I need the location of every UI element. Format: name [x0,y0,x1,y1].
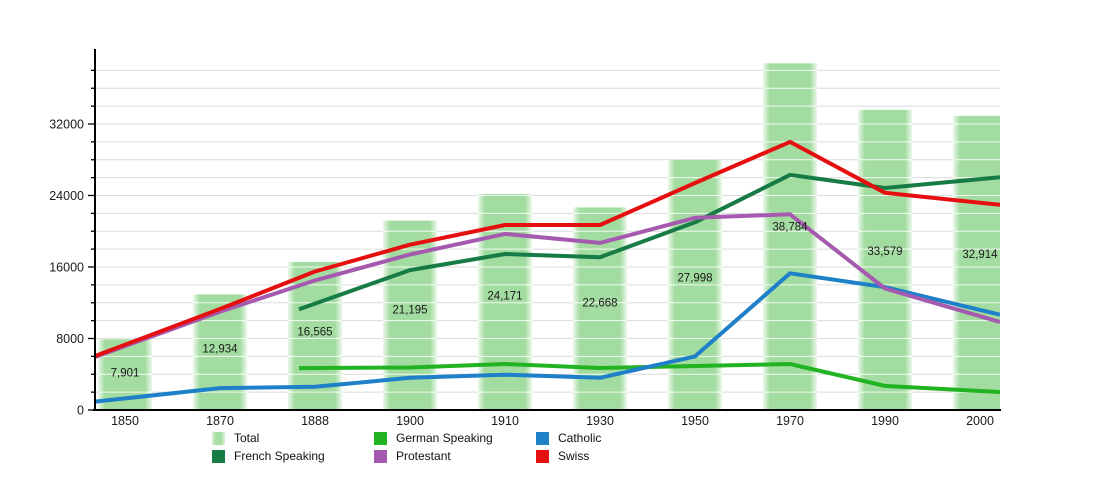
x-tick-label-1970: 1970 [776,414,804,428]
legend-swatch-german-speaking [374,431,387,445]
legend-item-total: Total [212,431,374,445]
legend-swatch-protestant [374,449,387,463]
legend-swatch-swiss [536,449,549,463]
x-axis-labels: 1850 1870 1888 1900 1910 1930 1950 1970 1990 2000 [111,414,994,428]
legend-label-french-speaking: French Speaking [234,449,325,463]
bar-label-1870: 12,934 [202,344,238,356]
line-swiss [95,139,1000,358]
legend-item-protestant: Protestant [374,449,536,463]
legend-swatch-total [212,431,225,445]
legend-item-german-speaking: German Speaking [374,431,536,445]
legend-swatch-french-speaking [212,449,225,463]
legend-item-catholic: Catholic [536,431,686,445]
legend-label-catholic: Catholic [558,431,602,445]
x-tick-label-1990: 1990 [871,414,899,428]
bar-1990 [858,109,912,410]
x-tick-label-1850: 1850 [111,414,139,428]
legend-label-swiss: Swiss [558,449,590,463]
bar-label-1888: 16,565 [297,327,332,339]
bar-1970 [763,63,817,410]
y-axis-labels: 0 8000 16000 24000 32000 [49,118,84,418]
y-tick-label-16000: 16000 [49,261,84,275]
bar-label-1990: 33,579 [867,246,902,258]
legend-swatch-catholic [536,431,549,445]
legend-label-german-speaking: German Speaking [396,431,493,445]
bar-label-1900: 21,195 [392,305,427,317]
x-tick-label-1950: 1950 [681,414,709,428]
x-tick-label-1910: 1910 [491,414,519,428]
bar-label-1930: 22,668 [582,298,617,310]
bar-label-1970: 38,784 [772,221,808,233]
axes [88,49,1001,411]
legend-label-protestant: Protestant [396,449,451,463]
x-tick-label-1930: 1930 [586,414,614,428]
line-protestant [95,212,1000,359]
line-french-speaking [298,172,1000,312]
y-tick-label-32000: 32000 [49,118,84,132]
legend-label-total: Total [234,431,260,445]
x-tick-label-2000: 2000 [966,414,994,428]
gridlines-over-bars [98,69,1000,393]
x-tick-label-1870: 1870 [206,414,234,428]
chart-legend: Total German Speaking Catholic French Speak… [212,431,686,463]
line-catholic [95,271,1000,404]
y-tick-label-24000: 24000 [49,189,84,203]
x-tick-label-1900: 1900 [396,414,424,428]
bar-label-1950: 27,998 [677,272,712,284]
bar-label-1910: 24,171 [487,291,522,303]
x-tick-label-1888: 1888 [301,414,329,428]
bar-value-labels: 7,901 12,934 16,565 21,195 24,171 22,668 27,99… [111,221,999,379]
y-tick-label-8000: 8000 [56,332,84,346]
legend-item-swiss: Swiss [536,449,686,463]
legend-item-french-speaking: French Speaking [212,449,374,463]
bar-label-2000: 32,914 [962,249,998,261]
bar-label-1850: 7,901 [111,368,140,380]
y-tick-label-0: 0 [77,404,84,418]
bar-2000 [953,115,1000,411]
